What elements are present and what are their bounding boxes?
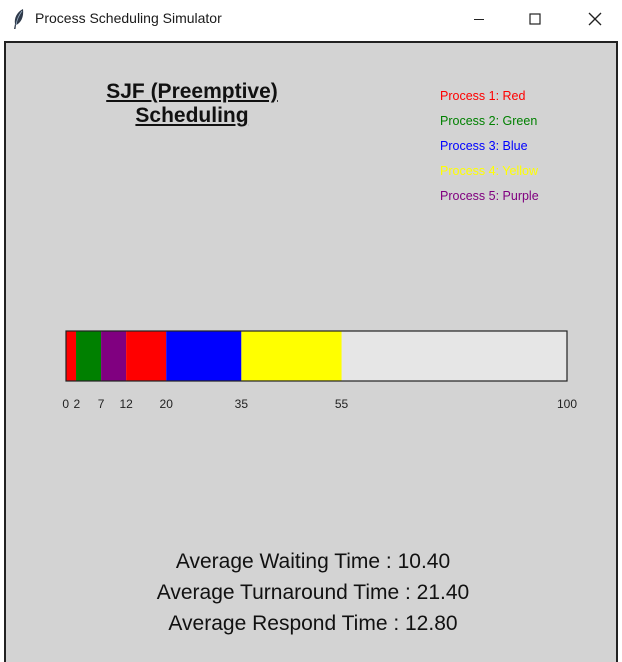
legend-process-1: Process 1: Red	[440, 89, 526, 103]
average-waiting-time: Average Waiting Time : 10.40	[175, 550, 451, 573]
legend-process-5: Process 5: Purple	[440, 189, 539, 203]
gantt-segment-process-2	[76, 331, 102, 381]
heading-line-1: SJF (Preemptive)	[106, 80, 278, 103]
statistics-panel: Average Waiting Time : 10.40 Average Tur…	[6, 546, 620, 639]
minimize-icon	[474, 19, 484, 20]
title-bar[interactable]: Process Scheduling Simulator	[0, 0, 622, 38]
gantt-tick-label: 0	[62, 397, 69, 411]
gantt-chart: 0 2 7 12 20 35 55 100	[62, 330, 577, 411]
gantt-segment-process-5	[101, 331, 127, 381]
average-respond-time: Average Respond Time : 12.80	[168, 612, 458, 635]
gantt-segment-process-4	[241, 331, 342, 381]
close-icon	[588, 12, 602, 26]
minimize-button[interactable]	[456, 0, 502, 38]
gantt-tick-label: 2	[74, 397, 81, 411]
chart-heading: SJF (Preemptive) Scheduling	[66, 80, 318, 128]
feather-icon	[14, 9, 24, 29]
legend-process-3: Process 3: Blue	[440, 139, 528, 153]
gantt-tick-label: 20	[160, 397, 174, 411]
average-turnaround-time: Average Turnaround Time : 21.40	[156, 581, 470, 604]
gantt-tick-label: 55	[335, 397, 349, 411]
heading-line-2: Scheduling	[135, 104, 249, 127]
legend-process-4: Process 4: Yellow	[440, 164, 538, 178]
window-title: Process Scheduling Simulator	[35, 10, 222, 26]
scheduling-canvas: SJF (Preemptive) Scheduling Process 1: R…	[4, 41, 618, 662]
gantt-segment-process-1	[66, 331, 77, 381]
gantt-tick-label: 12	[119, 397, 133, 411]
gantt-segment-process-3	[166, 331, 242, 381]
maximize-button[interactable]	[512, 0, 558, 38]
gantt-tick-label: 35	[235, 397, 249, 411]
gantt-segment-process-1	[126, 331, 167, 381]
gantt-tick-label: 100	[557, 397, 577, 411]
maximize-icon	[529, 13, 541, 25]
gantt-border	[65, 330, 568, 382]
process-legend: Process 1: Red Process 2: Green Process …	[440, 89, 539, 214]
gantt-tick-label: 7	[98, 397, 105, 411]
legend-process-2: Process 2: Green	[440, 114, 538, 128]
close-button[interactable]	[572, 0, 618, 38]
